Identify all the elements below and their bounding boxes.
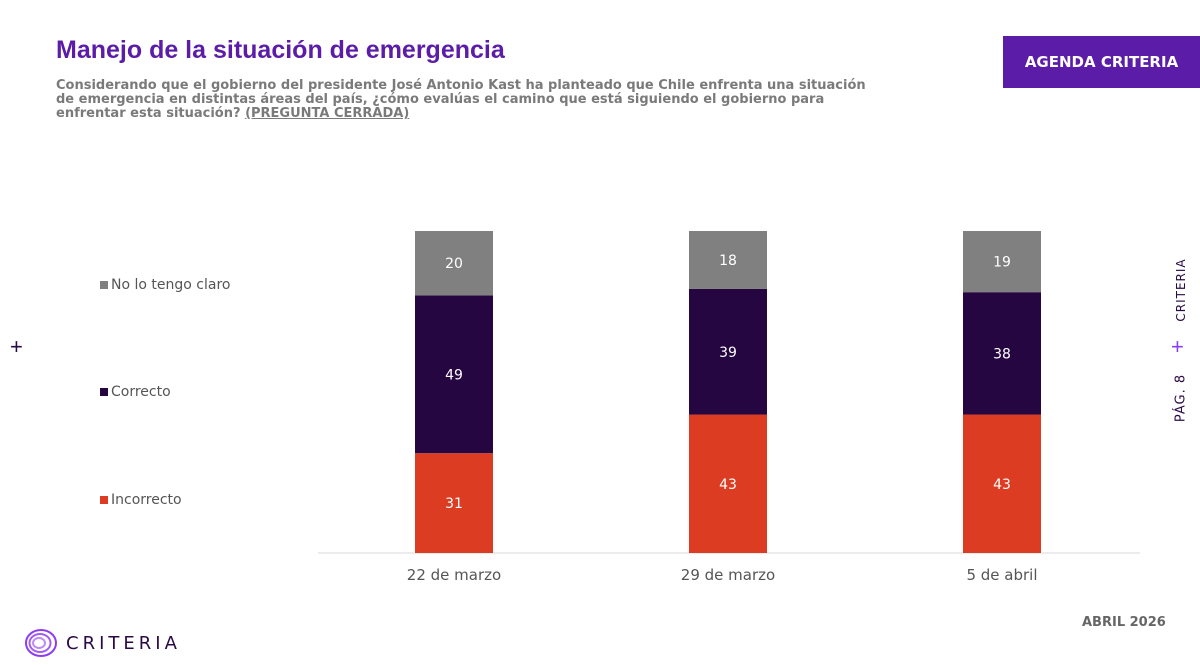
data-label: 43	[993, 477, 1011, 493]
bar-segment	[415, 231, 493, 296]
x-tick-label: 29 de marzo	[681, 566, 775, 584]
bar-segment	[415, 453, 493, 553]
data-label: 18	[719, 253, 737, 269]
subtitle-text: Considerando que el gobierno del preside…	[56, 78, 866, 121]
data-label: 49	[445, 367, 463, 383]
x-tick-label: 5 de abril	[966, 566, 1037, 584]
footer-date: ABRIL 2026	[1082, 615, 1166, 630]
bar-segment	[689, 288, 767, 415]
bar-segment	[963, 292, 1041, 415]
plus-icon-side: +	[1171, 334, 1184, 359]
bar-segment	[963, 231, 1041, 293]
bar-segment	[689, 231, 767, 289]
data-label: 19	[993, 255, 1011, 271]
subtitle-question-tag: (PREGUNTA CERRADA)	[245, 106, 410, 121]
logo-text: CRITERIA	[66, 632, 181, 654]
legend-label: Correcto	[111, 384, 171, 400]
legend-swatch	[100, 281, 108, 289]
legend-label: Incorrecto	[111, 492, 182, 508]
legend-item-incorrecto: Incorrecto	[100, 492, 182, 508]
legend-item-correcto: Correcto	[100, 384, 171, 400]
legend-item-no-claro: No lo tengo claro	[100, 277, 230, 293]
page-subtitle: Considerando que el gobierno del preside…	[56, 79, 876, 121]
bar-segment	[415, 295, 493, 454]
legend-swatch	[100, 388, 108, 396]
plus-icon: +	[10, 334, 23, 359]
page-title: Manejo de la situación de emergencia	[56, 36, 505, 64]
data-label: 38	[993, 346, 1011, 362]
legend-swatch	[100, 496, 108, 504]
x-tick-label: 22 de marzo	[407, 566, 501, 584]
data-label: 43	[719, 477, 737, 493]
bar-segment	[963, 414, 1041, 553]
criteria-logo: CRITERIA	[24, 628, 181, 658]
data-label: 31	[445, 496, 463, 512]
data-label: 39	[719, 345, 737, 361]
agenda-badge: AGENDA CRITERIA	[1003, 36, 1200, 88]
criteria-logo-icon	[25, 629, 57, 657]
data-label: 20	[445, 256, 463, 272]
legend-label: No lo tengo claro	[111, 277, 231, 293]
bar-segment	[689, 414, 767, 553]
